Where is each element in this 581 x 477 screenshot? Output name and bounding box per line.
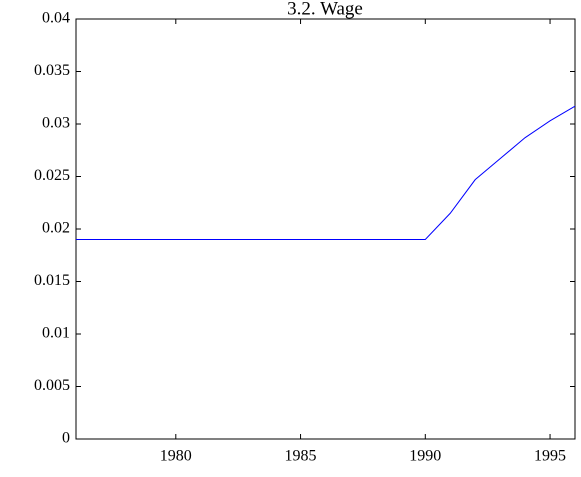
x-tick-label: 1990 xyxy=(409,448,441,465)
x-tick-label: 1980 xyxy=(160,448,192,465)
y-tick-label: 0.01 xyxy=(42,325,70,342)
line xyxy=(76,105,576,240)
y-tick-label: 0.02 xyxy=(42,220,70,237)
y-tick-label: 0.04 xyxy=(42,10,70,27)
x-tick-label: 1995 xyxy=(534,448,566,465)
y-tick-label: 0.015 xyxy=(34,272,70,289)
x-tick-label: 1985 xyxy=(285,448,317,465)
y-tick-label: 0.005 xyxy=(34,377,70,394)
plot-frame xyxy=(75,18,576,440)
chart-title: 3.2. Wage xyxy=(287,0,363,19)
y-tick-label: 0 xyxy=(62,430,70,447)
y-tick-label: 0.035 xyxy=(34,62,70,79)
y-tick-label: 0.03 xyxy=(42,115,70,132)
y-tick-label: 0.025 xyxy=(34,167,70,184)
